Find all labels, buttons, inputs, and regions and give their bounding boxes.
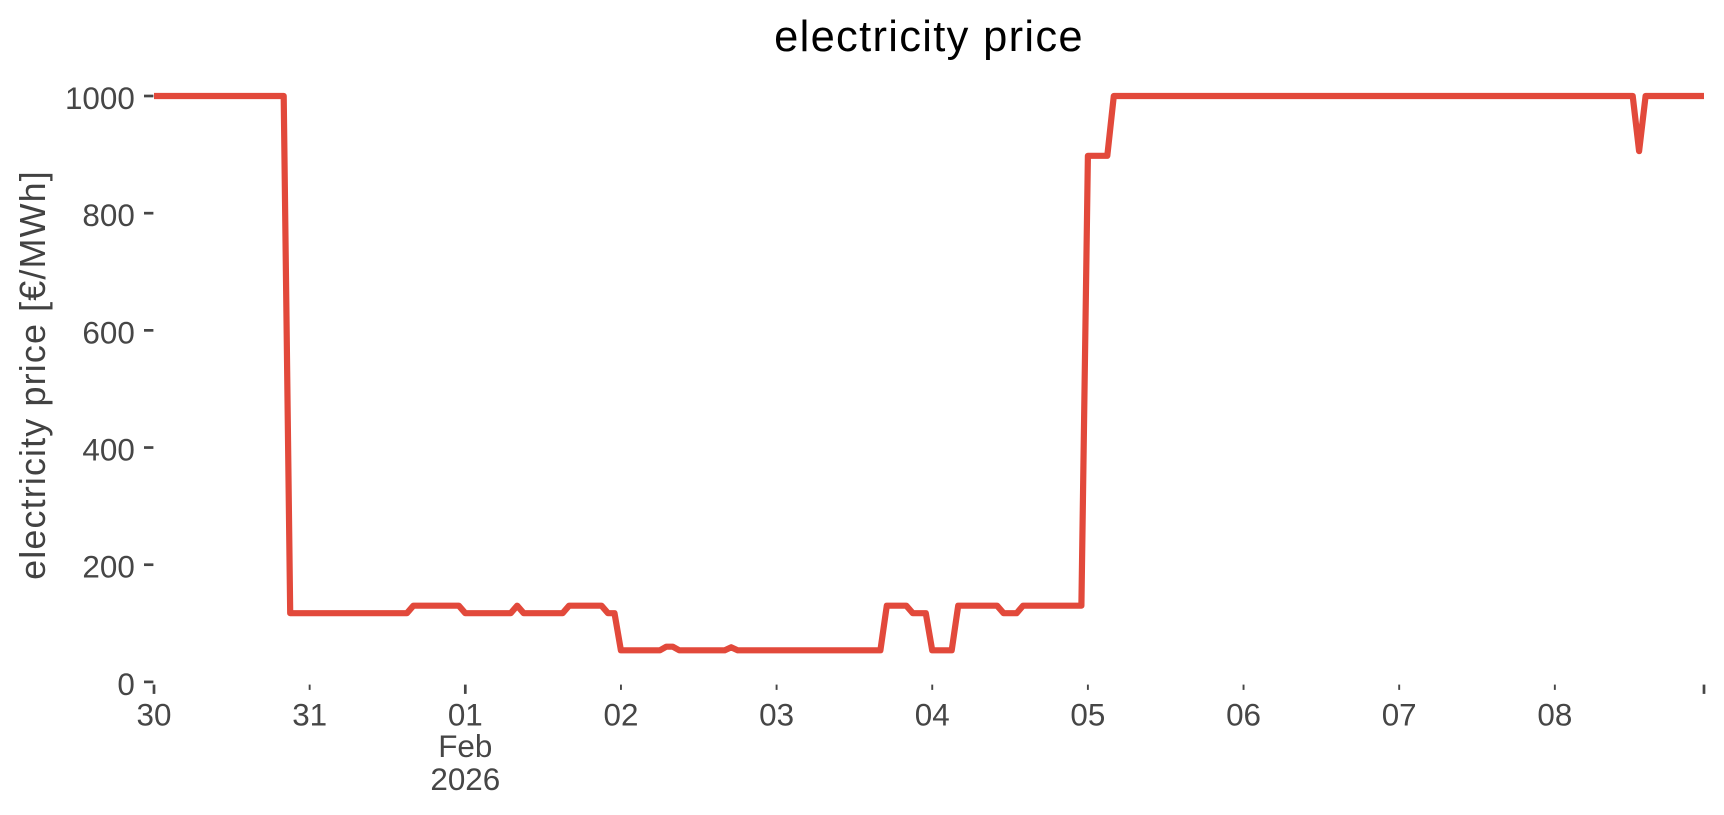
svg-text:07: 07 xyxy=(1382,697,1417,732)
svg-text:05: 05 xyxy=(1070,697,1105,732)
svg-text:01: 01 xyxy=(448,697,483,732)
svg-text:400: 400 xyxy=(82,432,134,467)
svg-text:08: 08 xyxy=(1537,697,1572,732)
svg-text:200: 200 xyxy=(82,550,134,585)
svg-text:02: 02 xyxy=(603,697,638,732)
svg-text:04: 04 xyxy=(915,697,950,732)
svg-text:600: 600 xyxy=(82,315,134,350)
svg-text:30: 30 xyxy=(137,697,172,732)
svg-text:0: 0 xyxy=(117,667,134,702)
svg-text:800: 800 xyxy=(82,198,134,233)
svg-text:electricity price: electricity price xyxy=(774,13,1084,61)
svg-text:2026: 2026 xyxy=(430,762,500,797)
svg-text:1000: 1000 xyxy=(65,81,135,116)
svg-text:Feb: Feb xyxy=(438,729,492,764)
svg-text:electricity price [€/MWh]: electricity price [€/MWh] xyxy=(13,170,53,580)
svg-text:06: 06 xyxy=(1226,697,1261,732)
svg-text:31: 31 xyxy=(292,697,327,732)
svg-text:03: 03 xyxy=(759,697,794,732)
